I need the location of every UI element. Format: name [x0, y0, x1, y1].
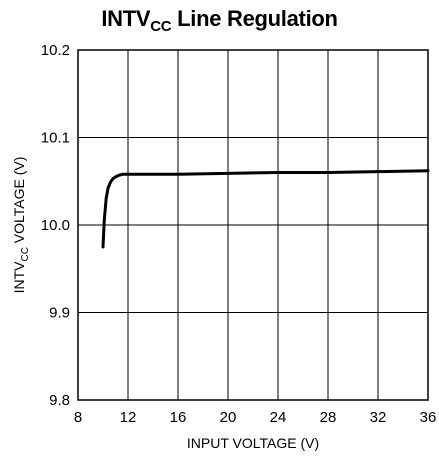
- plot-frame: [77, 49, 429, 401]
- x-tick-label: 24: [270, 409, 287, 426]
- x-tick-labels: 8 12 16 20 24 28 32 36: [74, 409, 437, 426]
- chart-title: INTVCC Line Regulation: [0, 6, 439, 35]
- grid-lines: [77, 49, 429, 401]
- y-axis-label-rest: VOLTAGE (V): [11, 157, 27, 248]
- series-group: [101, 169, 430, 249]
- x-tick-label: 12: [120, 409, 137, 426]
- y-tick-label: 10.0: [41, 217, 70, 234]
- chart-title-subscript: CC: [150, 18, 172, 35]
- x-axis-label: INPUT VOLTAGE (V): [187, 435, 319, 451]
- x-tick-label: 8: [74, 409, 82, 426]
- y-axis-label-subscript: CC: [20, 247, 31, 261]
- x-tick-label: 32: [370, 409, 387, 426]
- y-tick-label: 9.9: [49, 305, 70, 322]
- y-tick-label: 9.8: [49, 392, 70, 409]
- y-tick-label: 10.1: [41, 130, 70, 147]
- chart-title-rest: Line Regulation: [171, 6, 338, 31]
- x-tick-label: 16: [170, 409, 187, 426]
- x-tick-label: 20: [220, 409, 237, 426]
- y-tick-label: 10.2: [41, 42, 70, 59]
- y-axis-label: INTVCC VOLTAGE (V): [11, 157, 31, 294]
- y-tick-labels: 9.8 9.9 10.0 10.1 10.2: [41, 42, 70, 409]
- series-line: [101, 169, 430, 249]
- x-tick-label: 36: [420, 409, 437, 426]
- x-tick-label: 28: [320, 409, 337, 426]
- y-axis-label-main: INTV: [11, 261, 27, 294]
- chart-title-main: INTV: [101, 6, 151, 31]
